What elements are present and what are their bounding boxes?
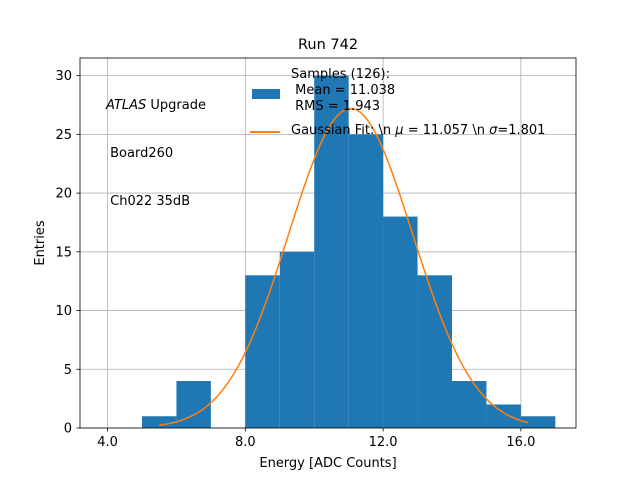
atlas-title: ATLAS Upgrade <box>106 98 206 114</box>
board-label: Board260 <box>106 146 174 161</box>
sigma-symbol: σ <box>489 123 498 138</box>
plot-frame <box>79 57 577 429</box>
x-tick-label: 8.0 <box>235 435 256 450</box>
y-tick-label: 10 <box>55 304 72 319</box>
x-tick-label: 4.0 <box>97 435 118 450</box>
legend-fit-line <box>250 131 280 133</box>
axis-ticks: 4.0 8.0 12.0 16.0 0 5 10 15 20 25 30 <box>55 69 535 450</box>
histogram-bar <box>383 216 418 428</box>
channel-label: Ch022 35dB <box>106 194 191 209</box>
mu-symbol: μ <box>395 123 404 138</box>
histogram-bar <box>279 251 315 428</box>
histogram-bar <box>314 75 349 428</box>
upgrade-label: Upgrade <box>146 98 206 113</box>
atlas-annotation: ATLAS Upgrade Board260 Ch022 35dB <box>106 66 206 226</box>
y-tick-label: 30 <box>55 69 72 84</box>
atlas-label: ATLAS <box>106 98 147 113</box>
fit-label-prefix: Gaussian Fit: \n <box>291 123 396 138</box>
histogram-bar <box>520 416 556 428</box>
y-tick-label: 20 <box>55 187 72 202</box>
legend-samples-mean: Mean = 11.038 <box>291 83 396 98</box>
y-axis-label: Entries <box>33 220 48 266</box>
gaussian-fit-curve <box>159 107 528 427</box>
y-tick-label: 0 <box>64 422 72 437</box>
legend-samples-rms: RMS = 1.943 <box>291 99 381 114</box>
x-tick-label: 16.0 <box>506 435 535 450</box>
legend-samples-count: Samples (126): <box>291 67 390 82</box>
legend-histogram-patch <box>252 89 280 99</box>
histogram-bar <box>452 381 487 428</box>
y-tick-label: 25 <box>55 128 72 143</box>
fit-label-mu: = 11.057 \n <box>403 123 490 138</box>
x-axis-label: Energy [ADC Counts] <box>259 456 396 471</box>
x-tick-label: 12.0 <box>369 435 398 450</box>
histogram-bar <box>486 404 521 428</box>
y-tick-label: 5 <box>64 363 72 378</box>
histogram-bar <box>245 275 280 428</box>
fit-label-sigma: =1.801 <box>497 123 546 138</box>
y-tick-label: 15 <box>55 245 72 260</box>
legend-fit-label: Gaussian Fit: \n μ = 11.057 \n σ=1.801 <box>291 123 545 139</box>
histogram-bar <box>417 275 452 428</box>
histogram-bar <box>142 416 177 428</box>
histogram-bar <box>348 134 384 428</box>
chart-title: Run 742 <box>298 37 358 53</box>
